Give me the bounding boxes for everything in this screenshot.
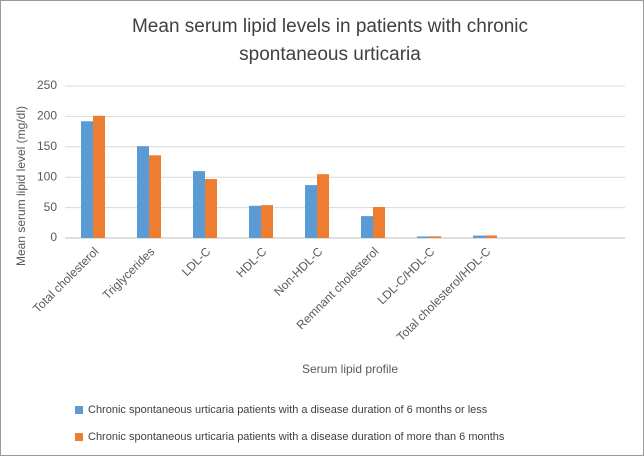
bar — [473, 235, 485, 238]
chart-title: spontaneous urticaria — [239, 44, 421, 65]
bar — [317, 174, 329, 238]
bar — [305, 185, 317, 238]
bar — [417, 236, 429, 238]
bar — [373, 206, 385, 238]
y-tick-label: 200 — [37, 109, 57, 123]
y-axis-title: Mean serum lipid level (mg/dl) — [14, 106, 28, 266]
y-tick-label: 50 — [44, 200, 58, 214]
legend-swatch — [75, 406, 83, 414]
bar — [249, 205, 261, 238]
bar — [205, 179, 217, 238]
bar — [137, 146, 149, 238]
bar — [361, 216, 373, 238]
bar — [193, 171, 205, 238]
y-tick-label: 150 — [37, 139, 57, 153]
legend-swatch — [75, 433, 83, 441]
bar — [81, 121, 93, 238]
chart-title: Mean serum lipid levels in patients with… — [132, 16, 528, 37]
y-tick-label: 100 — [37, 169, 57, 183]
bar — [149, 155, 161, 238]
bar — [429, 236, 441, 238]
legend-label: Chronic spontaneous urticaria patients w… — [88, 404, 488, 416]
y-tick-label: 250 — [37, 78, 57, 92]
bar — [93, 115, 105, 238]
y-tick-label: 0 — [50, 230, 57, 244]
x-axis-title: Serum lipid profile — [302, 362, 398, 376]
bar — [485, 235, 497, 238]
bar — [261, 205, 273, 238]
legend-label: Chronic spontaneous urticaria patients w… — [88, 431, 505, 443]
